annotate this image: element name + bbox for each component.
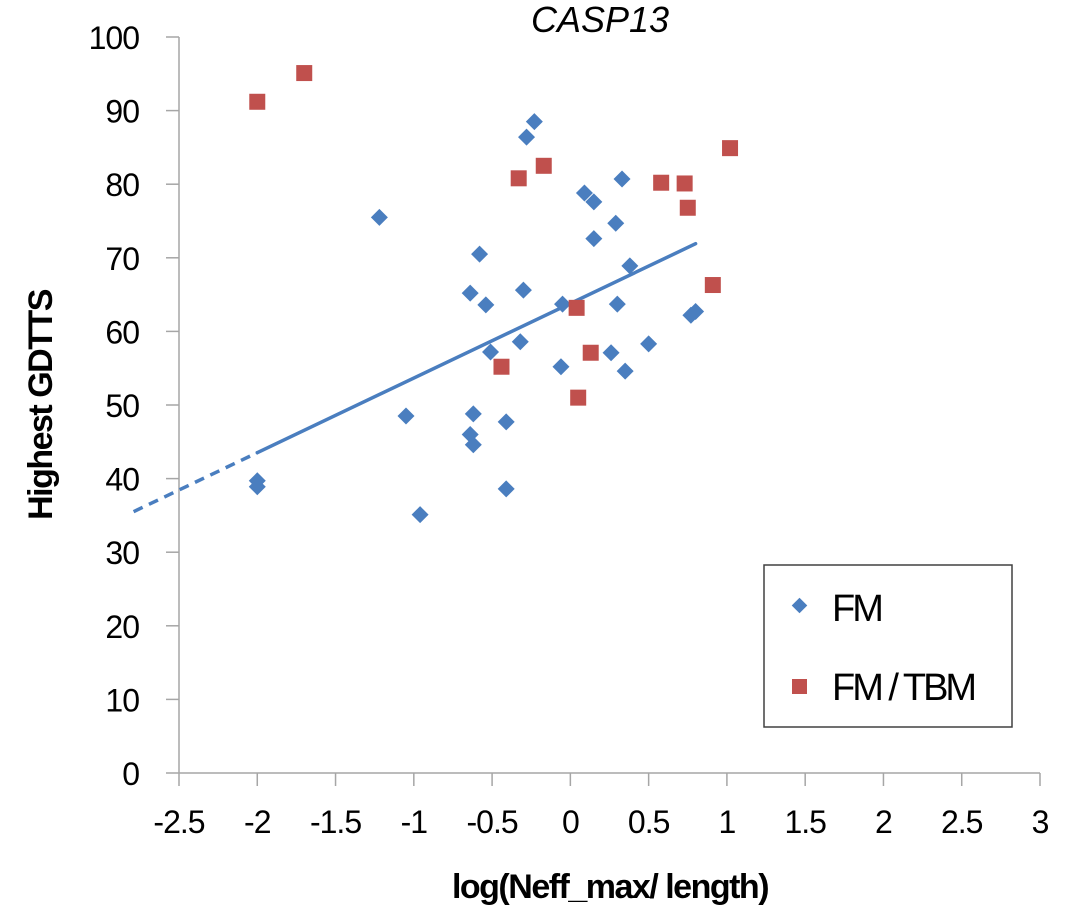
fm-point [511, 333, 529, 351]
trendline [132, 241, 698, 514]
x-tick-label: -1 [401, 804, 428, 840]
fm-tbm-point [296, 65, 313, 82]
y-tick-label: 90 [105, 94, 139, 130]
x-tick-label: -2.5 [153, 804, 204, 840]
fm-point [525, 113, 543, 131]
y-tick-label: 70 [105, 241, 139, 277]
fm-tbm-point [535, 157, 552, 174]
x-axis-title: log(Neff_max/ length) [452, 868, 768, 906]
fm-point [687, 303, 705, 321]
x-tick-label: -0.5 [467, 804, 518, 840]
fm-tbm-point [722, 140, 739, 157]
fm-point [554, 295, 572, 313]
legend-fm-marker-icon [791, 597, 808, 614]
fm-point [471, 245, 489, 263]
x-tick-label: 0.5 [628, 804, 670, 840]
fm-point [608, 295, 626, 313]
fm-point [613, 170, 631, 188]
legend-fm-label: FM [832, 588, 881, 630]
y-tick-label: 80 [105, 167, 139, 203]
fm-point [370, 208, 388, 226]
fm-point [497, 480, 515, 498]
x-tick-label: 1.5 [784, 804, 826, 840]
x-tick-label: 2 [875, 804, 892, 840]
legend-fmtbm-marker-icon [792, 679, 807, 694]
x-tick-label: 3 [1032, 804, 1049, 840]
chart-title: CASP13 [531, 0, 669, 40]
fm-tbm-point [249, 93, 266, 110]
trendline-solid [255, 241, 698, 455]
fm-tbm-point [582, 344, 599, 361]
fm-point [477, 296, 495, 314]
x-tick-label: -1.5 [310, 804, 361, 840]
y-tick-label: 50 [105, 388, 139, 424]
fm-point [585, 230, 603, 248]
fm-tbm-point [676, 175, 693, 192]
fm-tbm-point [568, 299, 585, 316]
fm-tbm-point [510, 170, 527, 187]
y-tick-label: 40 [105, 462, 139, 498]
x-tick-label: 0 [562, 804, 579, 840]
fm-point [585, 193, 603, 211]
legend-box [763, 564, 1013, 728]
fm-point [411, 506, 429, 524]
y-tick-label: 10 [105, 682, 139, 718]
data-points [248, 65, 739, 524]
fm-point [640, 335, 658, 353]
fm-point [575, 184, 593, 202]
fm-point [461, 284, 479, 302]
fm-tbm-point [704, 277, 721, 294]
x-tick-label: 2.5 [941, 804, 983, 840]
y-tick-label: 20 [105, 609, 139, 645]
fm-point [518, 128, 536, 146]
fm-point [482, 343, 500, 361]
y-tick-label: 0 [122, 756, 139, 792]
y-tick-label: 100 [89, 20, 140, 56]
fm-point [616, 362, 634, 380]
fm-point [497, 413, 515, 431]
fm-point [397, 407, 415, 425]
y-tick-label: 30 [105, 535, 139, 571]
fm-tbm-point [653, 174, 670, 191]
fm-tbm-point [679, 199, 696, 216]
fm-tbm-point [570, 389, 587, 406]
y-axis-title: Highest GDTTS [22, 289, 60, 520]
fm-tbm-point [493, 358, 510, 375]
x-tick-label: -2 [244, 804, 271, 840]
fm-point [464, 436, 482, 454]
legend-fmtbm-label: FM / TBM [832, 667, 974, 709]
x-tick-label: 1 [719, 804, 736, 840]
fm-point [607, 214, 625, 232]
fm-point [514, 281, 532, 299]
axes: -2.5 -2 -1.5 -1 -0.5 0 0.5 1 1.5 2 2.5 301020304050… [89, 20, 1050, 840]
fm-point [602, 344, 620, 362]
fm-point [464, 405, 482, 423]
fm-point [621, 257, 639, 275]
y-tick-label: 60 [105, 314, 139, 350]
legend: FM FM / TBM [763, 564, 1013, 728]
fm-point [248, 478, 266, 496]
fm-point [552, 358, 570, 376]
trendline-dashed [132, 451, 259, 514]
